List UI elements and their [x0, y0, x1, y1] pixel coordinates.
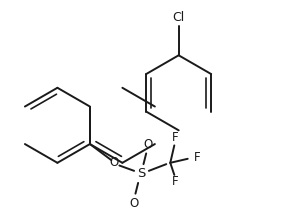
Text: O: O [129, 197, 139, 209]
Text: S: S [137, 167, 145, 180]
Text: F: F [194, 151, 200, 164]
Text: O: O [143, 138, 152, 151]
Text: F: F [172, 131, 179, 144]
Text: F: F [172, 175, 179, 188]
Text: Cl: Cl [173, 11, 185, 24]
Text: O: O [110, 156, 119, 169]
